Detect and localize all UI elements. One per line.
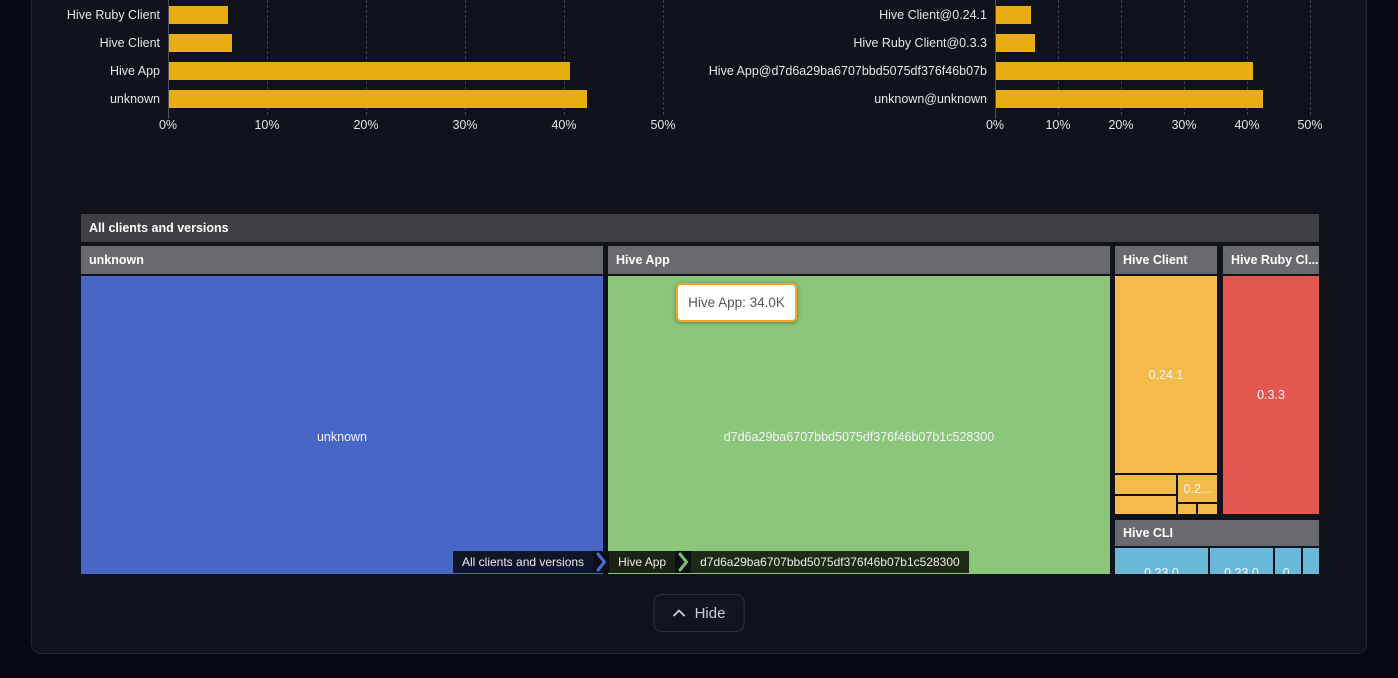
- chevron-up-icon: [673, 609, 685, 617]
- bar[interactable]: [996, 62, 1253, 80]
- treemap-cell[interactable]: 0.23.0: [1210, 548, 1273, 574]
- bar[interactable]: [996, 6, 1031, 24]
- x-tick-label: 50%: [1297, 118, 1323, 132]
- bar[interactable]: [169, 34, 232, 52]
- treemap-cell[interactable]: d7d6a29ba6707bbd5075df376f46b07b1c528300: [608, 276, 1110, 574]
- category-label: Hive Client@0.24.1: [879, 8, 987, 22]
- chevron-right-icon: [675, 551, 692, 573]
- treemap-section-header[interactable]: Hive Ruby Cl...: [1223, 246, 1319, 274]
- x-tick-label: 40%: [551, 118, 577, 132]
- x-gridline: [267, 0, 268, 115]
- x-gridline: [1310, 0, 1311, 115]
- x-tick-label: 40%: [1234, 118, 1260, 132]
- treemap-cell-label: unknown: [316, 430, 368, 444]
- pathbar-segment[interactable]: Hive App: [609, 551, 676, 573]
- treemap-cell-label: d7d6a29ba6707bbd5075df376f46b07b1c528300: [723, 430, 995, 444]
- treemap-cell[interactable]: [1115, 496, 1176, 514]
- treemap-tooltip: Hive App: 34.0K: [676, 283, 797, 322]
- hide-label: Hide: [694, 604, 726, 622]
- treemap-cell[interactable]: 0.: [1275, 548, 1301, 574]
- treemap-section-header[interactable]: unknown: [81, 246, 603, 274]
- x-tick-label: 30%: [1171, 118, 1197, 132]
- category-label: Hive Ruby Client@0.3.3: [853, 36, 987, 50]
- x-tick-label: 30%: [452, 118, 478, 132]
- treemap-cell[interactable]: 0.24.1: [1115, 276, 1217, 473]
- pathbar-segment[interactable]: d7d6a29ba6707bbd5075df376f46b07b1c528300: [691, 551, 969, 573]
- pathbar-segment[interactable]: All clients and versions: [453, 551, 594, 573]
- category-label: unknown: [109, 92, 160, 106]
- x-tick-label: 0%: [158, 118, 178, 132]
- treemap-cell-label: 0.: [1282, 566, 1294, 574]
- x-gridline: [465, 0, 466, 115]
- x-gridline: [1247, 0, 1248, 115]
- x-gridline: [564, 0, 565, 115]
- y-axis-line: [995, 0, 996, 119]
- x-tick-label: 0%: [985, 118, 1005, 132]
- x-tick-label: 10%: [254, 118, 280, 132]
- treemap-cell[interactable]: unknown: [81, 276, 603, 574]
- x-gridline: [663, 0, 664, 115]
- category-label: Hive App: [109, 64, 160, 78]
- y-axis-line: [168, 0, 169, 119]
- treemap-cell-label: 0.3.3: [1257, 388, 1285, 402]
- treemap-cell-label: 0.24.1: [1148, 367, 1184, 382]
- treemap-cell[interactable]: [1178, 504, 1196, 514]
- x-gridline: [366, 0, 367, 115]
- treemap: All clients and versions Hive App: 34.0K…: [81, 214, 1319, 574]
- x-tick-label: 20%: [353, 118, 379, 132]
- bar[interactable]: [169, 90, 587, 108]
- treemap-section-header[interactable]: Hive Client: [1115, 246, 1217, 274]
- bar[interactable]: [996, 90, 1263, 108]
- treemap-section-header[interactable]: Hive App: [608, 246, 1110, 274]
- treemap-cell-label: 0.23.0: [1144, 566, 1179, 574]
- category-label: unknown@unknown: [874, 92, 987, 106]
- treemap-root-header[interactable]: All clients and versions: [81, 214, 1319, 242]
- treemap-cell-label: 0.23.0: [1224, 566, 1259, 574]
- bar-charts: 0% 10% 20% 30% 40% 50% Hive Ruby Client Hive Cl…: [0, 0, 1398, 145]
- chevron-right-icon: [593, 551, 610, 573]
- x-tick-label: 20%: [1108, 118, 1134, 132]
- treemap-cell[interactable]: 0.3.3: [1223, 276, 1319, 514]
- hide-button[interactable]: Hide: [653, 594, 745, 632]
- x-tick-label: 50%: [650, 118, 676, 132]
- x-gridline: [1058, 0, 1059, 115]
- x-gridline: [1121, 0, 1122, 115]
- treemap-cell[interactable]: 0.2...: [1178, 475, 1217, 502]
- bar[interactable]: [169, 6, 228, 24]
- bar[interactable]: [169, 62, 570, 80]
- treemap-cell[interactable]: 0.23.0: [1115, 548, 1208, 574]
- treemap-cell[interactable]: [1303, 548, 1319, 574]
- treemap-cell-label: 0.2...: [1183, 481, 1212, 496]
- category-label: Hive App@d7d6a29ba6707bbd5075df376f46b07…: [708, 64, 987, 78]
- category-label: Hive Ruby Client: [66, 8, 160, 22]
- category-label: Hive Client: [99, 36, 160, 50]
- bar[interactable]: [996, 34, 1035, 52]
- treemap-section-header[interactable]: Hive CLI: [1115, 520, 1319, 546]
- treemap-cell[interactable]: [1115, 475, 1176, 494]
- treemap-pathbar: All clients and versions Hive App d7d6a29b…: [453, 551, 969, 573]
- x-gridline: [1184, 0, 1185, 115]
- x-tick-label: 10%: [1045, 118, 1071, 132]
- treemap-cell[interactable]: [1198, 504, 1217, 514]
